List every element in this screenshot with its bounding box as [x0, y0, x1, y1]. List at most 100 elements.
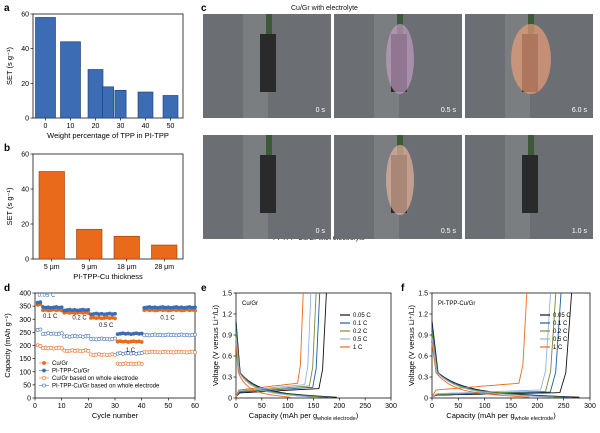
- point-d-s2-13: [67, 348, 72, 353]
- point-d-s2-21: [89, 352, 93, 357]
- xtick-label-f-5: 250: [558, 403, 570, 410]
- point-d-s3-44: [150, 333, 155, 337]
- ytick-label-b-1: 20: [21, 222, 29, 229]
- point-d-s1-31: [115, 332, 120, 337]
- point-d-s2-4: [43, 345, 48, 350]
- panel-label-e: e: [201, 283, 207, 294]
- point-d-s2-41: [142, 349, 147, 354]
- xtick-label-d-5: 50: [164, 403, 172, 410]
- point-d-s3-35: [126, 351, 131, 355]
- point-d-s0-56: [182, 308, 187, 312]
- point-d-s0-42: [145, 307, 149, 312]
- discharge-curve-f-4: [431, 343, 530, 398]
- point-d-s2-29: [110, 352, 115, 357]
- ytick-label-d-6: 300: [19, 317, 31, 324]
- xtick-label-e-6: 300: [385, 403, 397, 410]
- axes-frame-f: [431, 292, 591, 399]
- axes-frame-a: [32, 13, 184, 119]
- ytick-label-d-7: 350: [19, 304, 31, 311]
- ytick-label-e-5: 1.5: [222, 291, 232, 298]
- point-d-s1-13: [67, 307, 72, 312]
- point-d-s2-10: [59, 346, 64, 351]
- point-d-s2-47: [158, 350, 163, 355]
- point-d-s1-1: [35, 300, 40, 305]
- point-d-s0-16: [75, 310, 80, 315]
- photo-panel: Cu/Gr with electrolyte PI-TPP-Cu/Gr with…: [203, 3, 595, 243]
- point-d-s1-27: [105, 312, 109, 316]
- point-d-s3-2: [38, 327, 43, 332]
- point-d-s2-17: [78, 349, 83, 354]
- legend-label-e-0: 0.05 C: [353, 313, 371, 319]
- bar-b-0: [38, 171, 65, 260]
- point-d-s0-53: [174, 308, 179, 313]
- xtick-label-a-0: 0: [44, 123, 48, 130]
- legend-label-f-3: 0.5 C: [553, 337, 568, 343]
- point-d-s0-36: [129, 339, 133, 344]
- xtick-label-b-1: 9 μm: [81, 264, 97, 271]
- point-d-s3-21: [89, 337, 93, 342]
- xtick-label-a-5: 50: [167, 123, 175, 130]
- legend-marker-d-2: [42, 376, 46, 380]
- point-d-s3-9: [57, 331, 61, 336]
- point-d-s2-52: [171, 350, 176, 355]
- point-d-s2-45: [153, 350, 157, 355]
- bar-a-0: [35, 17, 56, 119]
- point-d-s3-31: [115, 351, 120, 356]
- point-d-s1-47: [158, 305, 163, 310]
- point-d-s1-46: [155, 305, 160, 310]
- xtick-label-b-3: 28 μm: [154, 264, 174, 271]
- panel-label-f: f: [401, 283, 405, 294]
- point-d-s3-26: [102, 337, 107, 342]
- point-d-s1-29: [110, 312, 115, 317]
- point-d-s0-46: [155, 308, 160, 312]
- axes-frame-b: [32, 153, 184, 260]
- point-d-s0-24: [97, 315, 101, 320]
- point-d-s3-56: [182, 333, 187, 338]
- point-d-s2-12: [65, 349, 69, 354]
- point-d-s0-34: [123, 339, 128, 344]
- point-d-s0-21: [89, 316, 93, 320]
- point-d-s3-51: [169, 333, 173, 338]
- point-d-s0-41: [142, 308, 147, 312]
- point-d-s1-8: [54, 305, 59, 309]
- xtick-label-f-4: 200: [531, 403, 543, 410]
- rate-label-d-4: 1 C: [126, 348, 136, 354]
- point-d-s3-39: [137, 351, 141, 356]
- point-d-s0-32: [118, 339, 123, 344]
- point-d-s3-27: [105, 336, 109, 341]
- photo-top-caption: Cu/Gr with electrolyte: [291, 5, 358, 12]
- point-d-s3-54: [177, 333, 181, 337]
- point-d-s0-51: [169, 308, 173, 312]
- point-d-s2-43: [147, 350, 152, 354]
- xlabel-sub-f: whole electrode: [514, 416, 554, 422]
- ytick-label-d-1: 50: [23, 382, 31, 389]
- point-d-s0-33: [121, 339, 125, 344]
- point-d-s1-9: [57, 305, 61, 310]
- xtick-label-f-0: 0: [430, 403, 434, 410]
- legend-label-e-4: 1 C: [353, 345, 363, 351]
- point-d-s1-4: [43, 305, 48, 310]
- point-d-s1-14: [70, 308, 75, 313]
- bar-a-2: [87, 69, 104, 119]
- legend-marker-d-0: [42, 361, 46, 365]
- title-e: Cu/Gr: [242, 301, 258, 307]
- xtick-label-d-1: 10: [58, 403, 66, 410]
- point-d-s1-28: [107, 311, 112, 316]
- rate-label-d-0: 0.05 C: [38, 293, 56, 299]
- legend-label-d-0: Cu/Gr: [52, 361, 68, 367]
- ylabel-f: Voltage (V versus Li⁺/Li): [407, 304, 416, 386]
- point-d-s1-15: [73, 307, 77, 312]
- point-d-s1-51: [169, 305, 173, 310]
- ytick-label-f-4: 1.2: [418, 312, 428, 319]
- point-d-s3-10: [59, 331, 64, 336]
- point-d-s1-3: [41, 305, 45, 309]
- xtick-label-a-3: 30: [117, 123, 125, 130]
- point-d-s2-2: [38, 344, 43, 348]
- point-d-s2-19: [83, 348, 88, 353]
- xtick-label-e-3: 150: [308, 403, 320, 410]
- point-d-s1-33: [121, 331, 125, 336]
- point-d-s3-29: [110, 337, 115, 341]
- point-d-s3-14: [70, 334, 75, 339]
- point-d-s2-23: [94, 352, 99, 357]
- point-d-s0-35: [126, 340, 131, 344]
